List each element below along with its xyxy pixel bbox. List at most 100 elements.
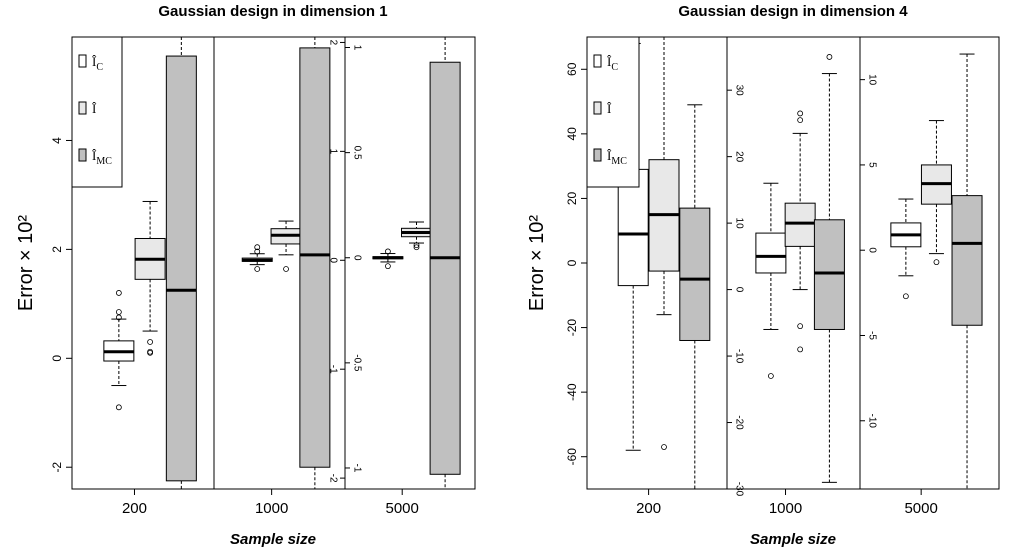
chart-title: Gaussian design in dimension 4 bbox=[678, 3, 908, 20]
x-tick-label: 200 bbox=[122, 500, 147, 517]
legend-label: ÎMC bbox=[607, 148, 627, 167]
outlier-point bbox=[283, 266, 289, 272]
panel-5000: -10 -5 0 5 10 5000 bbox=[859, 37, 983, 517]
y-tick-label: -2 bbox=[327, 474, 338, 483]
plot-frame bbox=[71, 36, 476, 490]
box-1 bbox=[103, 290, 135, 411]
box-2 bbox=[134, 200, 166, 356]
y-tick-label: -2 bbox=[50, 462, 64, 473]
y-axis-label: Error × 10² bbox=[526, 215, 548, 311]
box-2 bbox=[401, 221, 432, 251]
x-tick-label: 5000 bbox=[904, 500, 937, 517]
y-tick-label: 10 bbox=[866, 74, 877, 86]
legend-swatch bbox=[593, 54, 602, 68]
y-axis-label: Error × 10² bbox=[15, 215, 37, 311]
y-tick-label: 40 bbox=[565, 127, 579, 141]
y-tick-label: 20 bbox=[733, 151, 744, 163]
panel-5000: -1 -0.5 0 0.5 1 5000 bbox=[344, 37, 461, 517]
chart-title: Gaussian design in dimension 1 bbox=[158, 3, 387, 20]
y-tick-label: -0.5 bbox=[351, 354, 362, 372]
y-tick-label: 0 bbox=[733, 287, 744, 293]
outlier-point bbox=[767, 373, 774, 379]
outlier-point bbox=[254, 266, 261, 272]
y-tick-label: -1 bbox=[327, 365, 338, 374]
outlier-point bbox=[902, 293, 909, 300]
box-2 bbox=[648, 37, 680, 450]
box-iqr bbox=[784, 202, 816, 247]
chart-2: Gaussian design in dimension 4 -60 -40 -20 0… bbox=[526, 3, 1000, 548]
y-tick-label: 0.5 bbox=[351, 146, 362, 160]
outlier-point bbox=[384, 263, 391, 270]
y-tick-label: 0 bbox=[866, 247, 877, 253]
outlier-point bbox=[115, 290, 122, 296]
legend: ÎC Î ÎMC bbox=[586, 36, 640, 188]
y-tick-label: 2 bbox=[50, 246, 64, 253]
outlier-point bbox=[413, 242, 420, 249]
box-iqr bbox=[429, 61, 461, 475]
box-3 bbox=[299, 37, 331, 489]
y-tick-label: -40 bbox=[565, 383, 579, 401]
y-tick-label: -10 bbox=[733, 349, 744, 364]
legend: ÎC Î ÎMC bbox=[71, 36, 123, 188]
panel-1000: -2 -1 0 1 2 1000 bbox=[213, 37, 345, 517]
y-tick-label: 4 bbox=[50, 137, 64, 144]
y-tick-label: -30 bbox=[733, 482, 744, 497]
y-tick-label: 5 bbox=[866, 162, 877, 168]
box-2 bbox=[920, 120, 952, 266]
box-3 bbox=[679, 104, 711, 489]
box-3 bbox=[951, 53, 983, 489]
outlier-point bbox=[797, 346, 804, 353]
legend-label: Î bbox=[607, 101, 612, 116]
y-tick-label: 2 bbox=[327, 40, 338, 46]
legend-label: ÎC bbox=[92, 54, 103, 73]
x-tick-label: 200 bbox=[636, 500, 661, 517]
y-tick-label: -1 bbox=[351, 464, 362, 473]
box-iqr bbox=[813, 219, 845, 330]
legend-swatch bbox=[78, 101, 87, 115]
y-tick-label: 60 bbox=[565, 62, 579, 76]
y-tick-label: 30 bbox=[733, 85, 744, 97]
y-tick-label: -60 bbox=[565, 448, 579, 466]
y-tick-label: -20 bbox=[733, 415, 744, 430]
y-tick-label: 10 bbox=[733, 218, 744, 230]
y-tick-label: 0 bbox=[565, 259, 579, 266]
panel-1000: -30 -20 -10 0 10 20 30 1000 bbox=[726, 37, 845, 517]
outlier-point bbox=[797, 117, 804, 123]
y-tick-label: 1 bbox=[327, 149, 338, 155]
outlier-point bbox=[254, 248, 261, 255]
outlier-point bbox=[147, 348, 154, 355]
legend-label: ÎMC bbox=[92, 148, 112, 167]
y-tick-label: 20 bbox=[565, 191, 579, 205]
legend-swatch bbox=[593, 148, 602, 162]
x-tick-label: 1000 bbox=[255, 500, 288, 517]
outlier-point bbox=[115, 404, 122, 411]
box-iqr bbox=[165, 55, 197, 482]
box-1 bbox=[755, 182, 787, 379]
legend-swatch bbox=[593, 101, 602, 115]
box-1 bbox=[241, 244, 273, 272]
box-1 bbox=[890, 198, 922, 300]
y-tick-label: -20 bbox=[565, 319, 579, 337]
y-tick-label: 1 bbox=[351, 45, 362, 51]
box-3 bbox=[429, 37, 461, 489]
outlier-point bbox=[147, 339, 154, 345]
outlier-point bbox=[797, 110, 804, 117]
box-1 bbox=[372, 248, 404, 270]
y-tick-label: -5 bbox=[866, 331, 877, 340]
outlier-point bbox=[115, 314, 122, 321]
outlier-point bbox=[413, 244, 420, 251]
chart-1: Gaussian design in dimension 1 -2 0 2 4 200 -2… bbox=[15, 3, 476, 548]
x-axis-label: Sample size bbox=[230, 531, 316, 548]
y-tick-label: 0 bbox=[351, 255, 362, 261]
panel-200: -2 0 2 4 200 bbox=[50, 37, 197, 517]
y-tick-label: -10 bbox=[866, 414, 877, 429]
outlier-point bbox=[661, 444, 667, 450]
y-tick-label: 0 bbox=[327, 257, 338, 263]
outlier-point bbox=[933, 259, 940, 266]
box-iqr bbox=[755, 232, 787, 274]
x-tick-label: 1000 bbox=[769, 500, 802, 517]
box-iqr bbox=[617, 168, 649, 287]
outlier-point bbox=[797, 323, 804, 330]
box-2 bbox=[784, 110, 816, 353]
box-3 bbox=[813, 54, 845, 483]
